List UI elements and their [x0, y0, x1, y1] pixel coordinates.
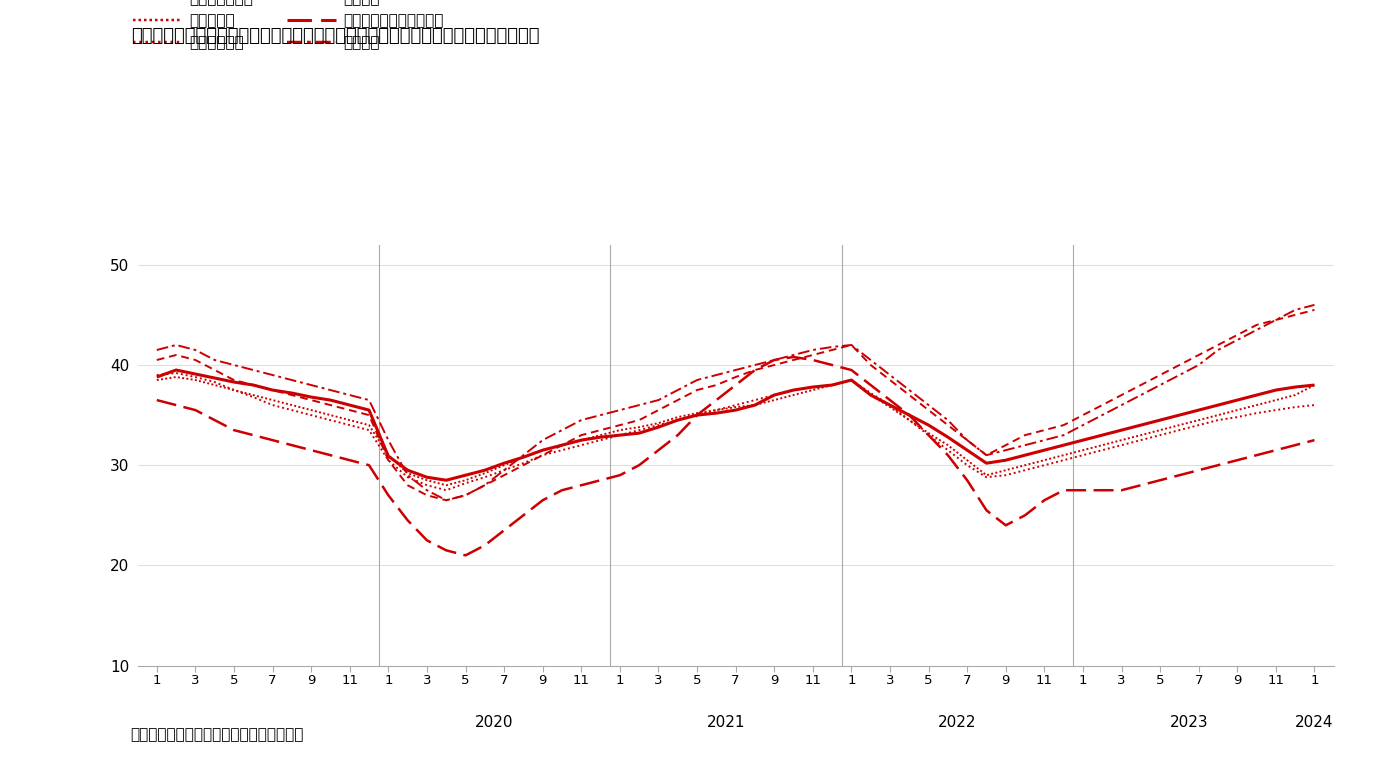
Legend: 消費者態度指数, 暮らし向き, 収入の増え方, 雇用環境, 耐久消費財の買い時判断, 資産価値: 消費者態度指数, 暮らし向き, 収入の増え方, 雇用環境, 耐久消費財の買い時判… [133, 0, 444, 50]
Text: 2020: 2020 [476, 715, 514, 731]
Text: 2024: 2024 [1295, 715, 1334, 731]
Text: 図表５　消費者態度指数と各消費者意識指標の推移（二人以上の世帯、季節調整値）: 図表５ 消費者態度指数と各消費者意識指標の推移（二人以上の世帯、季節調整値） [131, 27, 539, 45]
Text: 2021: 2021 [707, 715, 745, 731]
Text: 2022: 2022 [938, 715, 976, 731]
Text: 2023: 2023 [1170, 715, 1209, 731]
Text: （資料）内閣府「消費動向調査」より作成: （資料）内閣府「消費動向調査」より作成 [131, 727, 304, 742]
